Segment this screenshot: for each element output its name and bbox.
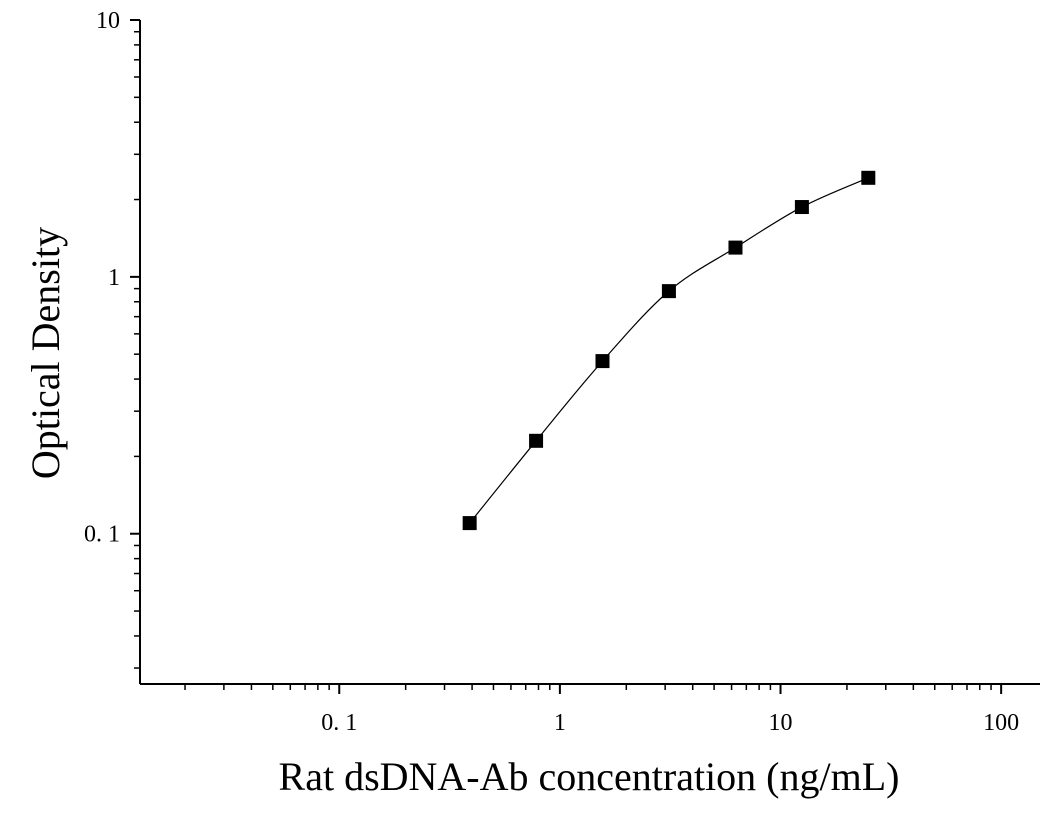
- data-point: [794, 200, 809, 215]
- data-point: [595, 354, 610, 369]
- x-axis-title: Rat dsDNA-Ab concentration (ng/mL): [279, 754, 900, 799]
- x-tick-label: 10: [769, 710, 793, 736]
- data-point: [861, 170, 876, 185]
- y-tick-label: 1: [108, 265, 120, 291]
- series-line: [469, 177, 869, 524]
- y-axis-title: Optical Density: [23, 227, 68, 479]
- ticks: 0. 1 1 10 100 0. 1 1 10: [84, 8, 1019, 736]
- y-tick-label: 0. 1: [84, 522, 120, 548]
- x-tick-label: 100: [983, 710, 1019, 736]
- data-point: [462, 516, 477, 531]
- x-tick-label: 0. 1: [321, 710, 357, 736]
- data-point: [728, 240, 743, 255]
- data-point: [661, 284, 676, 299]
- axes: [139, 20, 1040, 685]
- x-tick-label: 1: [554, 710, 566, 736]
- data-point: [529, 433, 544, 448]
- series: [462, 170, 876, 531]
- y-tick-label: 10: [96, 8, 120, 34]
